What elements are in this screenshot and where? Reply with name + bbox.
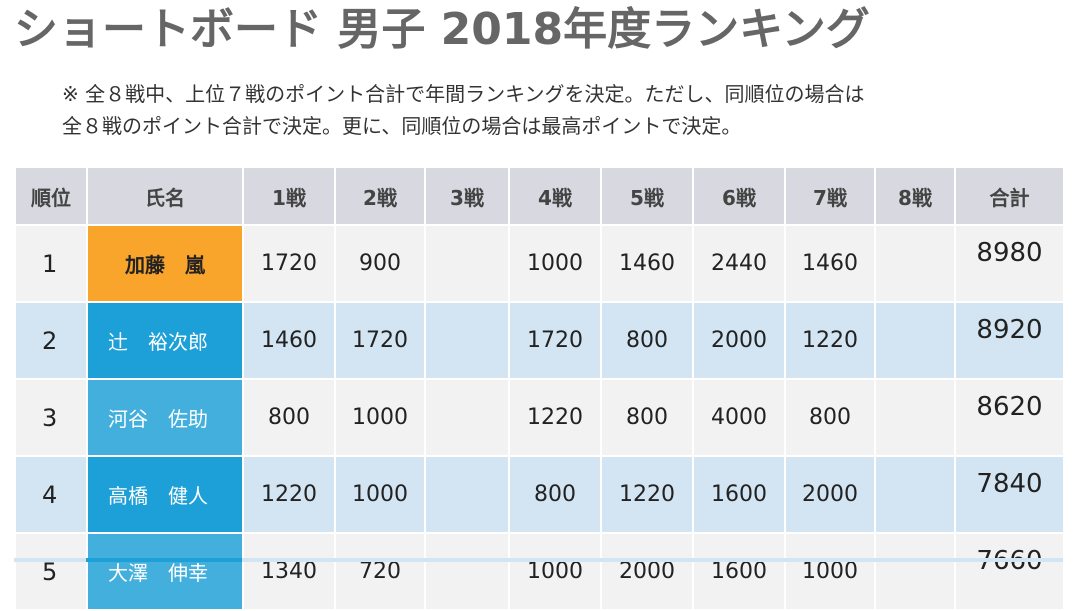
score-cell: 1220 [508, 378, 602, 457]
score-cell [874, 378, 956, 457]
header-round-6: 6戦 [692, 166, 786, 226]
ranking-table: 順位 氏名 1戦 2戦 3戦 4戦 5戦 6戦 7戦 8戦 合計 1 加藤 嵐 … [14, 166, 1065, 611]
score-cell [424, 301, 510, 380]
rank-cell: 3 [14, 378, 88, 457]
header-round-5: 5戦 [600, 166, 694, 226]
table-header-row: 順位 氏名 1戦 2戦 3戦 4戦 5戦 6戦 7戦 8戦 合計 [14, 166, 1065, 226]
score-cell: 1460 [242, 301, 336, 380]
name-cell-cutoff [86, 558, 242, 562]
header-round-4: 4戦 [508, 166, 602, 226]
score-cell: 1600 [692, 532, 786, 611]
score-cell: 800 [600, 301, 694, 380]
score-cell: 1000 [508, 224, 602, 303]
score-cell [874, 301, 956, 380]
score-cell: 800 [784, 378, 876, 457]
score-cell [424, 224, 510, 303]
table-row: 5 大澤 伸幸 1340 720 1000 2000 1600 1000 766… [14, 532, 1065, 611]
table-row: 1 加藤 嵐 1720 900 1000 1460 2440 1460 8980 [14, 224, 1065, 303]
rank-cell: 4 [14, 455, 88, 534]
score-cell: 1460 [784, 224, 876, 303]
score-cell: 1460 [600, 224, 694, 303]
header-round-8: 8戦 [874, 166, 956, 226]
score-cell: 1220 [784, 301, 876, 380]
table-row-cutoff [14, 558, 1063, 562]
total-cell: 8920 [954, 301, 1065, 380]
score-cell: 1220 [600, 455, 694, 534]
rank-cell: 2 [14, 301, 88, 380]
name-cell: 辻 裕次郎 [86, 301, 244, 380]
rank-cell: 5 [14, 532, 88, 611]
score-cell: 1000 [508, 532, 602, 611]
score-cell [874, 532, 956, 611]
score-cell [874, 224, 956, 303]
total-cell: 7840 [954, 455, 1065, 534]
table-row: 3 河谷 佐助 800 1000 1220 800 4000 800 8620 [14, 378, 1065, 457]
name-cell: 河谷 佐助 [86, 378, 244, 457]
header-rank: 順位 [14, 166, 88, 226]
table-row: 4 高橋 健人 1220 1000 800 1220 1600 2000 784… [14, 455, 1065, 534]
score-cell: 4000 [692, 378, 786, 457]
score-cell: 1000 [334, 378, 426, 457]
page-title: ショートボード 男子 2018年度ランキング [14, 4, 870, 55]
header-round-3: 3戦 [424, 166, 510, 226]
score-cell: 1000 [334, 455, 426, 534]
note-line-2: 全８戦のポイント合計で決定。更に、同順位の場合は最高ポイントで決定。 [62, 114, 742, 138]
name-cell: 大澤 伸幸 [86, 532, 244, 611]
score-cell [874, 455, 956, 534]
note-line-1: ※ 全８戦中、上位７戦のポイント合計で年間ランキングを決定。ただし、同順位の場合… [62, 82, 865, 106]
ranking-note: ※ 全８戦中、上位７戦のポイント合計で年間ランキングを決定。ただし、同順位の場合… [62, 78, 1062, 142]
score-cell: 2000 [600, 532, 694, 611]
total-cell: 8980 [954, 224, 1065, 303]
score-cell: 1000 [784, 532, 876, 611]
score-cell [424, 455, 510, 534]
score-cell [424, 532, 510, 611]
score-cell: 800 [242, 378, 336, 457]
score-cell: 1720 [242, 224, 336, 303]
table-row: 2 辻 裕次郎 1460 1720 1720 800 2000 1220 892… [14, 301, 1065, 380]
score-cell [424, 378, 510, 457]
score-cell: 2000 [692, 301, 786, 380]
header-total: 合計 [954, 166, 1065, 226]
score-cell: 1600 [692, 455, 786, 534]
header-round-7: 7戦 [784, 166, 876, 226]
header-name: 氏名 [86, 166, 244, 226]
score-cell: 2000 [784, 455, 876, 534]
score-cell: 900 [334, 224, 426, 303]
score-cell: 1340 [242, 532, 336, 611]
score-cell: 2440 [692, 224, 786, 303]
score-cell: 1220 [242, 455, 336, 534]
total-cell: 7660 [954, 532, 1065, 611]
score-cell: 800 [600, 378, 694, 457]
header-round-1: 1戦 [242, 166, 336, 226]
name-cell: 高橋 健人 [86, 455, 244, 534]
score-cell: 720 [334, 532, 426, 611]
total-cell: 8620 [954, 378, 1065, 457]
header-round-2: 2戦 [334, 166, 426, 226]
score-cell: 1720 [334, 301, 426, 380]
score-cell: 800 [508, 455, 602, 534]
score-cell: 1720 [508, 301, 602, 380]
rank-cell: 1 [14, 224, 88, 303]
name-cell: 加藤 嵐 [86, 224, 244, 303]
